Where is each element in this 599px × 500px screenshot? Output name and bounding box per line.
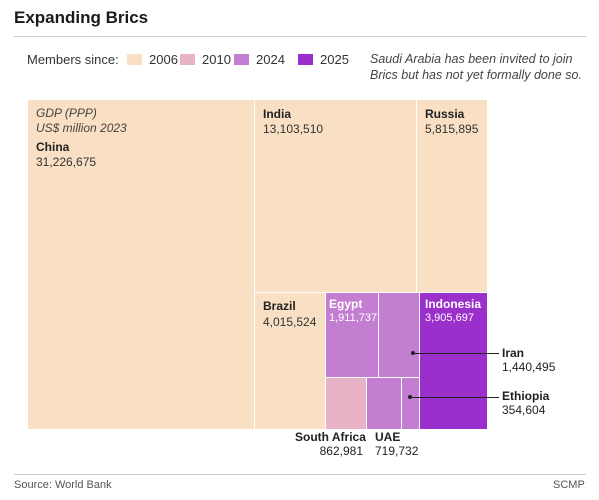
chart-title: Expanding Brics	[14, 8, 149, 27]
treemap-cell-china	[28, 100, 254, 429]
legend-swatch-2006	[127, 53, 142, 65]
legend-item-2025: 2025	[298, 51, 349, 67]
russia-value-label: 5,815,895	[425, 122, 479, 136]
iran-label: Iran 1,440,495	[502, 346, 555, 374]
measure-caption: GDP (PPP) US$ million 2023	[36, 106, 127, 136]
legend-item-2010: 2010	[180, 51, 231, 67]
ethiopia-leader-line	[410, 397, 499, 398]
legend-swatch-2024	[234, 53, 249, 65]
treemap-cell-brazil	[255, 293, 325, 429]
saudi-arabia-note: Saudi Arabia has been invited to join Br…	[370, 52, 582, 82]
treemap-cell-ethiopia	[402, 378, 419, 429]
ethiopia-value-label: 354,604	[502, 403, 546, 417]
legend-item-2024: 2024	[234, 51, 285, 67]
treemap-cell-uae	[367, 378, 401, 429]
uae-value-label: 719,732	[375, 444, 419, 458]
india-value-label: 13,103,510	[263, 122, 324, 136]
treemap-cell-south-africa	[326, 378, 366, 429]
brand-credit: SCMP	[553, 479, 585, 491]
brazil-value-label: 4,015,524	[263, 315, 317, 329]
south-africa-value-label: 862,981	[319, 444, 363, 458]
indonesia-value-label: 3,905,697	[425, 312, 474, 324]
brazil-name-label: Brazil	[263, 299, 296, 313]
legend-item-2006: 2006	[127, 51, 178, 67]
header-divider	[14, 36, 586, 37]
legend-item-label: 2025	[320, 51, 349, 67]
egypt-value-label: 1,911,737	[329, 312, 378, 324]
source-credit: Source: World Bank	[14, 479, 112, 491]
measure-caption-line2: US$ million 2023	[36, 121, 127, 135]
treemap-cell-india	[255, 100, 416, 292]
treemap-cell-indonesia	[420, 293, 487, 429]
measure-caption-line1: GDP (PPP)	[36, 106, 97, 120]
iran-name-label: Iran	[502, 346, 525, 360]
iran-leader-line	[413, 353, 499, 354]
egypt-name-label: Egypt	[329, 297, 363, 311]
footer-divider	[14, 474, 586, 475]
ethiopia-name-label: Ethiopia	[502, 389, 550, 403]
india-name-label: India	[263, 107, 292, 121]
legend-swatch-2025	[298, 53, 313, 65]
treemap-cell-russia	[417, 100, 487, 292]
russia-name-label: Russia	[425, 107, 465, 121]
treemap-cell-iran	[379, 293, 419, 377]
indonesia-name-label: Indonesia	[425, 297, 482, 311]
legend-item-label: 2024	[256, 51, 285, 67]
uae-label: UAE 719,732	[375, 430, 418, 458]
legend-label: Members since:	[27, 52, 119, 67]
china-name-label: China	[36, 140, 70, 154]
legend-swatch-2010	[180, 53, 195, 65]
uae-name-label: UAE	[375, 430, 401, 444]
treemap-cell-egypt	[326, 293, 378, 377]
legend-item-label: 2006	[149, 51, 178, 67]
ethiopia-label: Ethiopia 354,604	[502, 389, 549, 417]
iran-value-label: 1,440,495	[502, 360, 556, 374]
south-africa-label: South Africa 862,981	[295, 430, 366, 458]
south-africa-name-label: South Africa	[295, 430, 366, 444]
china-value-label: 31,226,675	[36, 155, 97, 169]
legend-item-label: 2010	[202, 51, 231, 67]
